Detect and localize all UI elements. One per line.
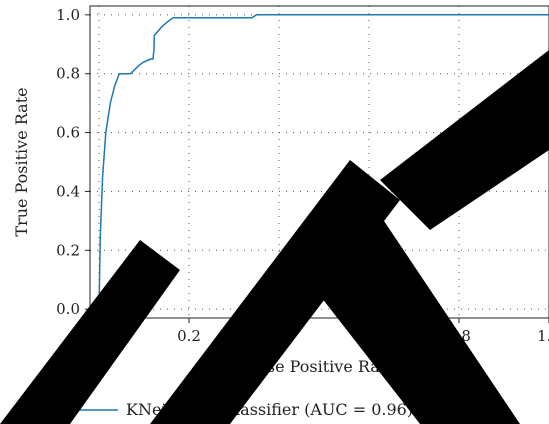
roc-curve-series-0: [98, 14, 549, 310]
y-tick-label-3: 0.6: [56, 124, 80, 142]
x-tick-label-5: 1.0: [537, 327, 549, 345]
y-tick-label-1: 0.2: [56, 241, 80, 259]
x-tick-label-1: 0.2: [177, 327, 201, 345]
y-axis-label: True Positive Rate: [12, 87, 31, 236]
watermark: [0, 50, 549, 424]
y-tick-label-5: 1.0: [56, 6, 80, 24]
series-layer: [98, 14, 549, 310]
watermark-stroke-1: [0, 240, 180, 424]
y-tick-label-2: 0.4: [56, 182, 80, 200]
watermark-stroke-2: [150, 160, 400, 424]
watermark-stroke-3: [300, 215, 520, 424]
watermark-stroke-4: [380, 50, 549, 230]
y-tick-label-4: 0.8: [56, 65, 80, 83]
y-tick-label-0: 0.0: [56, 300, 80, 318]
plot-frame: [89, 5, 549, 319]
x-axis-label: False Positive Rate: [242, 357, 396, 376]
